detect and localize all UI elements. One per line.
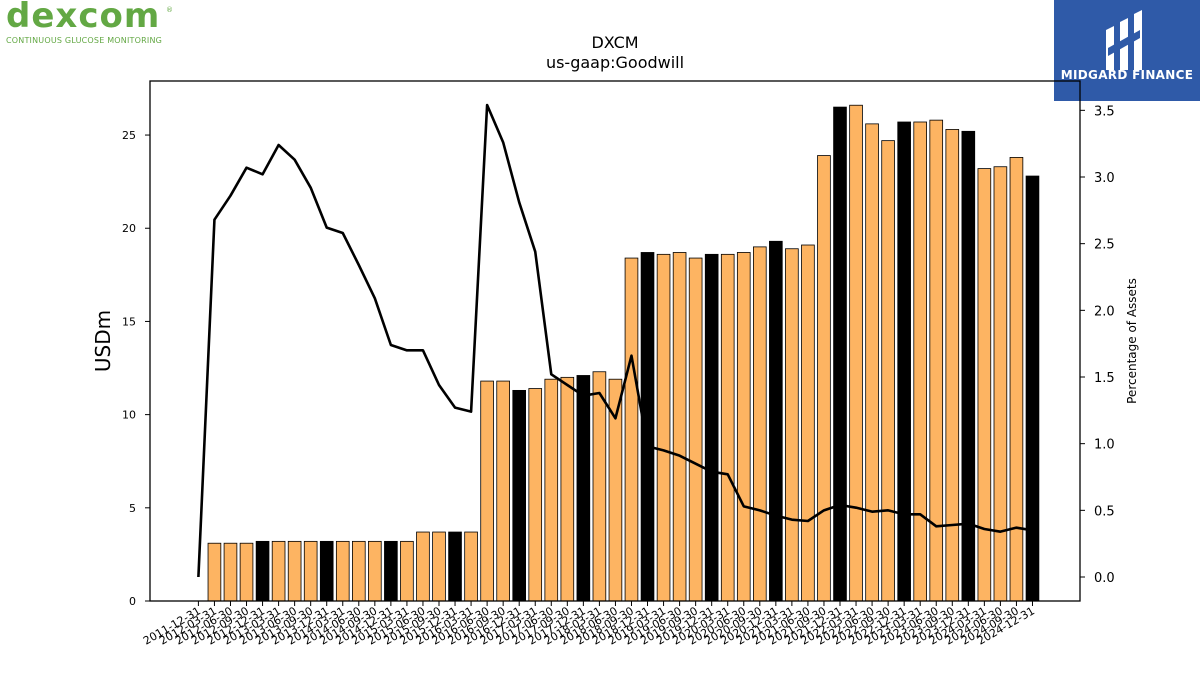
bar-2016-12-31 <box>512 389 526 602</box>
y-tick-label: 5 <box>129 502 136 515</box>
bar-2017-03-31 <box>528 388 543 602</box>
bar-series <box>207 104 1040 602</box>
bar-2014-06-30 <box>351 540 366 602</box>
bar-2023-06-30 <box>929 119 944 602</box>
bar-2020-09-30 <box>753 246 767 602</box>
y-tick-label: 20 <box>122 222 136 235</box>
bar-2024-09-30 <box>1009 157 1024 602</box>
bar-2014-03-31 <box>335 540 350 602</box>
bar-2019-12-31 <box>704 253 719 602</box>
bar-2020-06-30 <box>736 252 751 602</box>
bar-2015-09-30 <box>432 531 446 602</box>
x-axis: 2011-12-312012-03-312012-06-302012-09-30… <box>141 601 1037 648</box>
bar-2014-09-30 <box>368 540 382 602</box>
bar-2016-09-30 <box>496 380 510 602</box>
bar-2017-12-31 <box>576 375 591 602</box>
chart-subtitle: us-gaap:Goodwill <box>546 53 684 72</box>
y2-tick-label: 3.5 <box>1094 104 1115 119</box>
bar-2024-06-30 <box>993 166 1008 602</box>
chart-title: DXCM <box>591 33 638 52</box>
y-axis-label: USDm <box>91 310 115 372</box>
dexcom-logo-registered-mark: ® <box>166 6 173 14</box>
bar-2019-09-30 <box>688 257 703 602</box>
bar-2012-09-30 <box>239 542 254 602</box>
bar-2018-03-31 <box>592 371 607 602</box>
midgard-finance-logo: MIDGARD FINANCE <box>1054 0 1200 101</box>
left-y-axis: 0 5 10 15 20 25 <box>122 129 150 608</box>
bar-2015-06-30 <box>416 531 430 602</box>
bar-2012-06-30 <box>223 542 238 602</box>
bar-2016-06-30 <box>480 380 494 602</box>
y2-tick-label: 3.0 <box>1094 171 1115 186</box>
line-series <box>197 103 1033 578</box>
dexcom-logo: dexcom ® CONTINUOUS GLUCOSE MONITORING <box>6 0 181 46</box>
bar-2019-06-30 <box>672 252 687 602</box>
bar-2015-12-31 <box>448 531 462 602</box>
bar-2013-09-30 <box>303 540 318 602</box>
y2-tick-label: 0.5 <box>1094 504 1115 519</box>
y2-tick-label: 2.0 <box>1094 304 1115 319</box>
y-tick-label: 10 <box>122 409 136 422</box>
bar-2012-03-31 <box>207 542 222 602</box>
bar-2013-12-31 <box>319 540 334 602</box>
bar-2014-12-31 <box>384 540 398 602</box>
bar-2017-09-30 <box>560 376 575 602</box>
y2-tick-label: 2.5 <box>1094 238 1115 253</box>
bar-2021-06-30 <box>801 244 815 602</box>
dexcom-logo-word: dexcom <box>6 0 161 36</box>
bar-2013-03-31 <box>271 540 286 602</box>
percentage-of-assets-line <box>197 103 1033 578</box>
y-tick-label: 15 <box>122 315 136 328</box>
y2-tick-label: 0.0 <box>1094 571 1115 586</box>
right-y-axis: 0.0 0.5 1.0 1.5 2.0 2.5 3.0 3.5 <box>1080 104 1115 586</box>
bar-2020-12-31 <box>769 240 783 602</box>
bar-2022-12-31 <box>897 121 911 602</box>
bar-2021-09-30 <box>817 155 831 602</box>
bar-2023-12-31 <box>961 130 976 602</box>
y2-tick-label: 1.0 <box>1094 438 1115 453</box>
bar-2023-09-30 <box>945 129 960 602</box>
bar-2024-03-31 <box>977 168 992 602</box>
bar-2021-03-31 <box>785 248 799 602</box>
bar-2022-03-31 <box>849 104 863 602</box>
y2-axis-label: Percentage of Assets <box>1125 278 1139 404</box>
bar-2016-03-31 <box>464 531 478 602</box>
bar-2024-12-31 <box>1025 175 1040 602</box>
midgard-finance-logo-text: MIDGARD FINANCE <box>1060 68 1194 82</box>
dexcom-logo-tagline: CONTINUOUS GLUCOSE MONITORING <box>6 36 163 45</box>
y-tick-label: 0 <box>129 595 136 608</box>
bar-2021-12-31 <box>833 106 847 602</box>
bar-2017-06-30 <box>544 378 559 602</box>
bar-2023-03-31 <box>913 121 927 602</box>
bar-2022-06-30 <box>865 123 879 602</box>
y-tick-label: 25 <box>122 129 136 142</box>
bar-2012-12-31 <box>255 540 270 602</box>
bar-2022-09-30 <box>881 140 895 602</box>
bar-2019-03-31 <box>656 253 671 602</box>
y2-tick-label: 1.5 <box>1094 371 1115 386</box>
bar-2015-03-31 <box>400 540 414 602</box>
bar-2018-09-30 <box>624 257 639 602</box>
bar-2020-03-31 <box>720 253 735 602</box>
bar-2013-06-30 <box>287 540 302 602</box>
midgard-mark-icon <box>1106 10 1142 70</box>
